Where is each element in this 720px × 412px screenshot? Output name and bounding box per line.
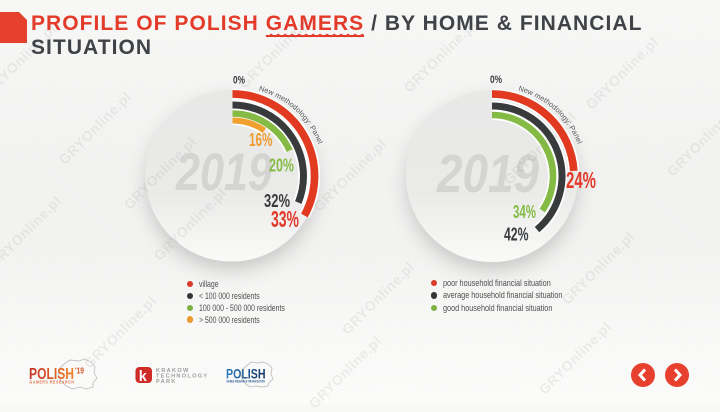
svg-text:KRAKOW: KRAKOW: [156, 368, 190, 374]
svg-text:20%: 20%: [269, 156, 294, 176]
svg-text:TECHNOLOGY: TECHNOLOGY: [156, 374, 208, 380]
svg-text:24%: 24%: [566, 167, 596, 193]
svg-text:GAMERS RESEARCH: GAMERS RESEARCH: [30, 380, 75, 385]
svg-text:GAMES RESEARCH ORGANIZATION: GAMES RESEARCH ORGANIZATION: [227, 380, 266, 384]
svg-text:2019: 2019: [436, 144, 539, 204]
svg-text:PARK: PARK: [156, 379, 177, 385]
svg-text:2019: 2019: [175, 143, 272, 202]
svg-text:32%: 32%: [264, 191, 290, 211]
svg-text:POLISH: POLISH: [226, 367, 266, 382]
svg-text:33%: 33%: [271, 206, 299, 232]
svg-text:'19: '19: [75, 367, 84, 376]
svg-text:0%: 0%: [490, 74, 502, 86]
svg-text:POLISH: POLISH: [29, 366, 74, 383]
svg-text:k: k: [139, 369, 148, 385]
svg-text:42%: 42%: [504, 225, 529, 245]
svg-text:0%: 0%: [233, 75, 245, 87]
svg-text:34%: 34%: [513, 202, 536, 222]
svg-text:16%: 16%: [249, 130, 273, 150]
